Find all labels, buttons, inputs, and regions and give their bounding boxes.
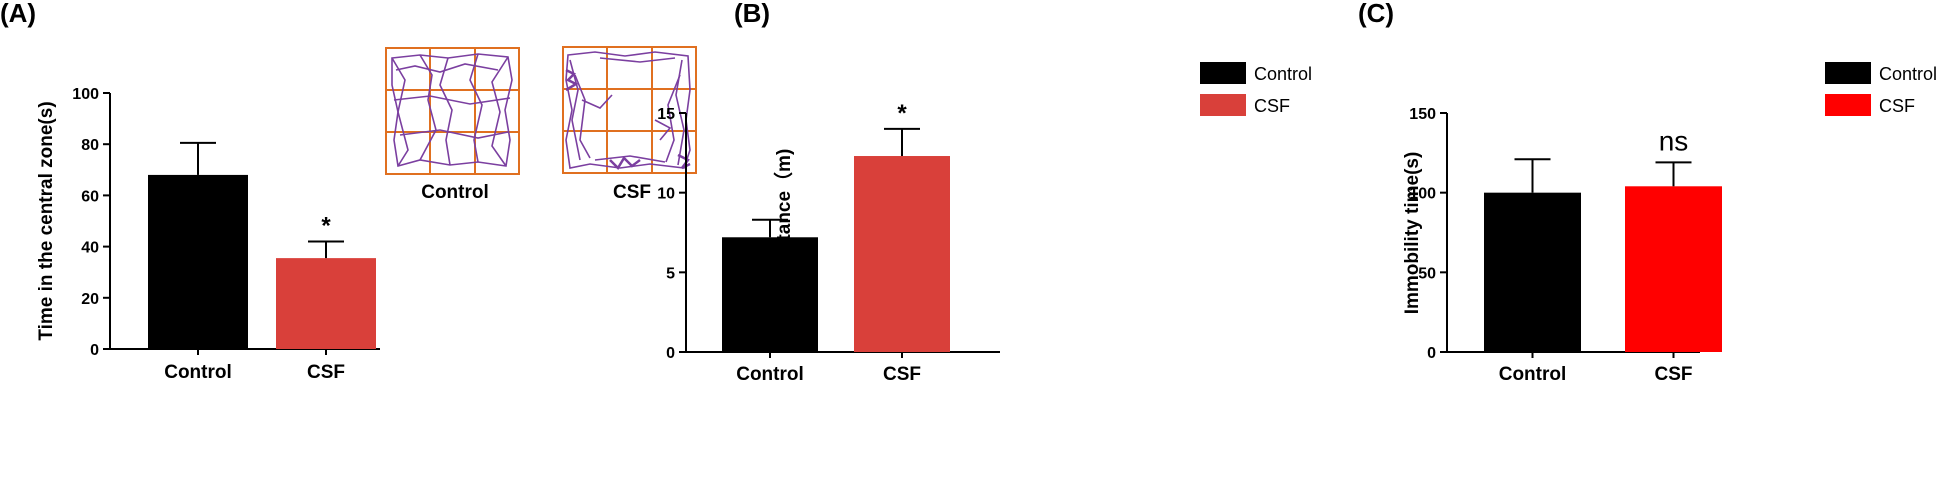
y-tick-label: 20 xyxy=(81,291,99,308)
panel-label-b: (B) xyxy=(734,0,770,28)
significance-mark: * xyxy=(897,100,907,127)
legend-swatch xyxy=(1200,62,1246,84)
y-tick-label: 15 xyxy=(657,106,675,123)
y-tick-label: 0 xyxy=(1427,345,1436,362)
inset-control-maze: Control xyxy=(385,47,520,203)
y-axis-label-a: Time in the central zone(s) xyxy=(36,101,57,340)
inset-csf-maze: CSF xyxy=(562,46,697,203)
legend-label: CSF xyxy=(1879,96,1915,116)
bar-control xyxy=(722,237,818,352)
bar-csf xyxy=(854,156,950,352)
plot-area-a: 0 20 40 60 80 100 Control CSF * xyxy=(72,86,380,383)
y-tick-label: 50 xyxy=(1418,265,1436,282)
y-tick-label: 5 xyxy=(666,265,675,282)
significance-mark: ns xyxy=(1659,125,1689,156)
y-tick-label: 60 xyxy=(81,188,99,205)
legend-swatch xyxy=(1200,94,1246,116)
inset-label-csf: CSF xyxy=(613,182,651,203)
category-label: CSF xyxy=(1655,364,1693,385)
legend-swatch xyxy=(1825,62,1871,84)
y-tick-label: 100 xyxy=(1409,186,1436,203)
panel-a: (A) Time in the central zone(s) 0 20 40 60 8… xyxy=(0,0,697,383)
plot-area-c: 0 50 100 150 Control CSF ns Control CSF xyxy=(1409,62,1937,385)
y-tick-label: 80 xyxy=(81,137,99,154)
plot-area-b: 0 5 10 15 Control CSF * Control CSF xyxy=(657,62,1312,385)
y-tick-label: 0 xyxy=(666,345,675,362)
y-tick-label: 0 xyxy=(90,342,99,359)
y-tick-label: 100 xyxy=(72,86,99,103)
category-label: CSF xyxy=(883,364,921,385)
bar-control xyxy=(148,174,248,349)
category-label: Control xyxy=(164,362,232,383)
category-label: Control xyxy=(736,364,804,385)
maze-frame xyxy=(563,47,696,173)
category-label: CSF xyxy=(307,362,345,383)
y-tick-label: 10 xyxy=(657,186,675,203)
panel-c: (C) Immobility time(s) 0 50 100 150 Control C… xyxy=(1358,0,1937,385)
bar-csf xyxy=(276,258,376,349)
significance-mark: * xyxy=(321,212,331,239)
bar-csf xyxy=(1625,186,1722,352)
panel-label-a: (A) xyxy=(0,0,36,28)
panel-label-c: (C) xyxy=(1358,0,1394,28)
category-label: Control xyxy=(1499,364,1567,385)
y-tick-label: 40 xyxy=(81,240,99,257)
y-tick-label: 150 xyxy=(1409,106,1436,123)
movement-track xyxy=(391,53,513,168)
legend-label: CSF xyxy=(1254,96,1290,116)
y-axis-label-c: Immobility time(s) xyxy=(1402,152,1423,315)
bar-control xyxy=(1484,192,1581,352)
legend-label: Control xyxy=(1879,64,1937,84)
inset-label-control: Control xyxy=(421,182,489,203)
legend-label: Control xyxy=(1254,64,1312,84)
legend-swatch xyxy=(1825,94,1871,116)
